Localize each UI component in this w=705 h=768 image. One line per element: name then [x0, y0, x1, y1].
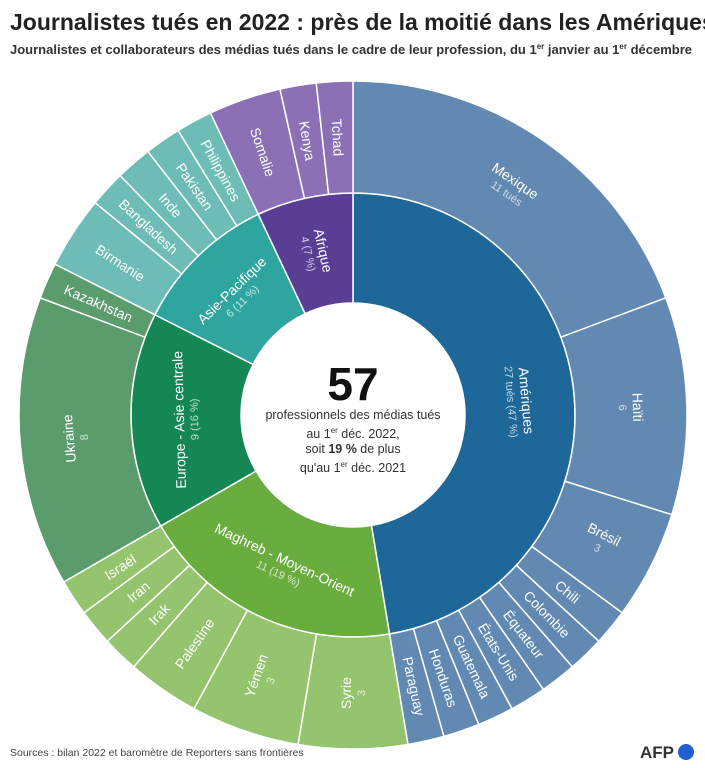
- segment-name: Ukraine: [59, 414, 79, 464]
- segment-name: Amériques: [516, 367, 537, 435]
- center-part: qu'au 1: [299, 461, 341, 476]
- segment-value: 9 (16 %): [188, 398, 201, 440]
- segment-label: Kenya: [296, 120, 318, 162]
- logo: AFP: [640, 743, 674, 762]
- segment-name: Tchad: [329, 118, 347, 156]
- segment-label: Europe - Asie centrale9 (16 %): [169, 350, 203, 489]
- segment-value: 3: [356, 690, 368, 696]
- chart-title: Journalistes tués en 2022 : près de la m…: [10, 9, 705, 35]
- center-sup: er: [340, 460, 348, 470]
- source: Sources : bilan 2022 et baromètre de Rep…: [10, 747, 304, 759]
- total: 57: [327, 358, 379, 410]
- subtitle-part: janvier au 1: [544, 42, 619, 57]
- segment-value: 3: [592, 542, 603, 555]
- subtitle-sup: er: [619, 42, 627, 51]
- center-line: soit 19 % de plus: [233, 442, 473, 457]
- center-part: déc. 2022,: [337, 427, 400, 442]
- center-part: professionnels des médias tués: [265, 408, 441, 422]
- segment-name: Europe - Asie centrale: [169, 351, 189, 489]
- center-part: de plus: [356, 442, 401, 457]
- segment-name: Kenya: [296, 120, 318, 162]
- segment-name: Syrie: [338, 677, 354, 709]
- segment-value: 27 tués (47 %): [502, 366, 520, 438]
- segment-label: Syrie 3: [338, 677, 368, 709]
- segment-label: Tchad: [329, 118, 347, 156]
- country-segment: [315, 80, 354, 196]
- center-text: 57 professionnels des médias tués au 1er…: [233, 360, 473, 476]
- center-line: au 1er déc. 2022,: [233, 423, 473, 442]
- country-segment: [352, 80, 667, 339]
- center-part: déc. 2021: [347, 461, 407, 476]
- center-sup: er: [330, 426, 338, 435]
- segment-value: 8: [79, 434, 91, 441]
- segment-value: 3: [265, 676, 278, 686]
- subtitle-part: décembre: [627, 42, 692, 57]
- segment-label: Amériques27 tués (47 %): [502, 364, 538, 438]
- chart-subtitle: Journalistes et collaborateurs des média…: [10, 42, 692, 57]
- sunburst: Amériques27 tués (47 %)Mexique11 tuésHaï…: [18, 80, 688, 750]
- center-part: au 1: [306, 427, 331, 442]
- segment-label: Ukraine8: [59, 412, 93, 463]
- center-line: qu'au 1er déc. 2021: [233, 457, 473, 476]
- subtitle-sup: er: [537, 42, 545, 51]
- subtitle-part: Journalistes et collaborateurs des média…: [10, 42, 537, 57]
- center-part: soit: [305, 442, 329, 457]
- segment-value: 6: [616, 404, 628, 410]
- logo-dot: [678, 744, 694, 760]
- segment-name: Haïti: [629, 393, 646, 422]
- center-line: professionnels des médias tués: [233, 408, 473, 423]
- center-part: 19 %: [328, 442, 357, 457]
- segment-label: Haïti6: [616, 393, 647, 423]
